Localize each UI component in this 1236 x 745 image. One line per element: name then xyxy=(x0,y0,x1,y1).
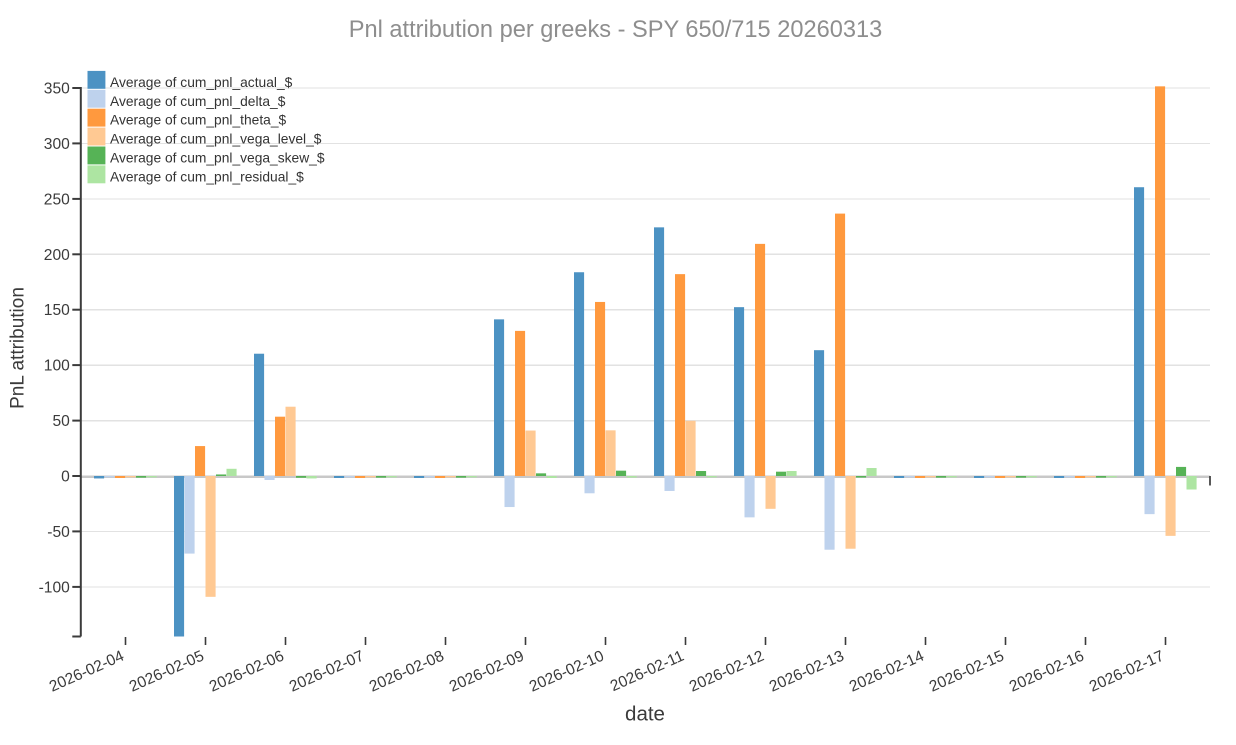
svg-text:Average of cum_pnl_vega_level_: Average of cum_pnl_vega_level_$ xyxy=(110,132,322,147)
svg-text:Average of cum_pnl_vega_skew_$: Average of cum_pnl_vega_skew_$ xyxy=(110,151,325,166)
svg-text:Average of cum_pnl_theta_$: Average of cum_pnl_theta_$ xyxy=(110,113,286,128)
svg-text:50: 50 xyxy=(52,413,70,430)
svg-text:date: date xyxy=(625,703,665,726)
svg-text:300: 300 xyxy=(44,136,70,153)
svg-text:100: 100 xyxy=(44,358,70,375)
svg-text:-50: -50 xyxy=(47,524,70,541)
svg-text:Average of cum_pnl_residual_$: Average of cum_pnl_residual_$ xyxy=(110,169,304,184)
svg-text:150: 150 xyxy=(44,302,70,319)
svg-text:PnL attribution: PnL attribution xyxy=(8,287,29,409)
svg-text:200: 200 xyxy=(44,247,70,264)
svg-text:0: 0 xyxy=(61,469,70,486)
svg-text:Average of cum_pnl_actual_$: Average of cum_pnl_actual_$ xyxy=(110,75,293,90)
svg-text:-100: -100 xyxy=(39,579,71,596)
svg-text:350: 350 xyxy=(44,81,70,98)
svg-text:Pnl attribution per greeks - S: Pnl attribution per greeks - SPY 650/715… xyxy=(349,17,882,43)
svg-text:Average of cum_pnl_delta_$: Average of cum_pnl_delta_$ xyxy=(110,94,286,109)
svg-text:250: 250 xyxy=(44,191,70,208)
